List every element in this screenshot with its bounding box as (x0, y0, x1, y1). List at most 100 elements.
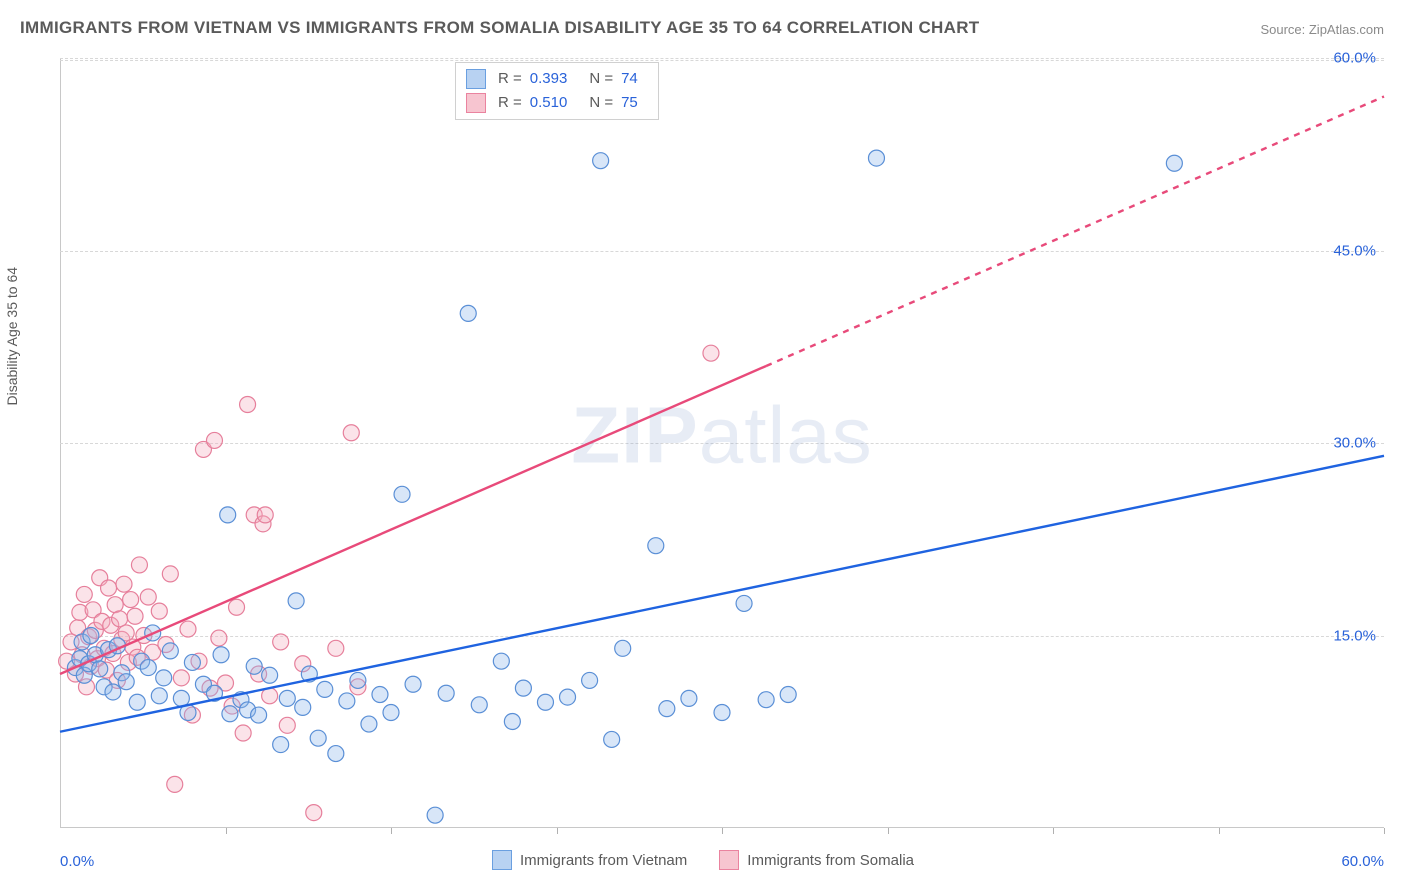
data-point (295, 699, 311, 715)
data-point (162, 643, 178, 659)
data-point (343, 425, 359, 441)
data-point (118, 674, 134, 690)
data-point (257, 507, 273, 523)
data-point (206, 432, 222, 448)
y-tick-label: 30.0% (1333, 435, 1376, 452)
x-tick (1219, 828, 1220, 834)
data-point (273, 634, 289, 650)
x-tick (722, 828, 723, 834)
data-point (681, 690, 697, 706)
n-label: N = (589, 91, 613, 115)
n-label: N = (589, 67, 613, 91)
y-tick-label: 60.0% (1333, 50, 1376, 67)
data-point (361, 716, 377, 732)
data-point (659, 701, 675, 717)
data-point (736, 595, 752, 611)
data-point (76, 586, 92, 602)
source-value: ZipAtlas.com (1309, 22, 1384, 37)
data-point (129, 694, 145, 710)
data-point (405, 676, 421, 692)
data-point (615, 640, 631, 656)
x-tick (1384, 828, 1385, 834)
data-point (328, 640, 344, 656)
data-point (460, 305, 476, 321)
chart-title: IMMIGRANTS FROM VIETNAM VS IMMIGRANTS FR… (20, 18, 979, 38)
legend-row-somalia: R = 0.510 N = 75 (466, 91, 648, 115)
data-point (372, 687, 388, 703)
data-point (648, 538, 664, 554)
data-point (173, 670, 189, 686)
data-point (582, 672, 598, 688)
x-axis-min-label: 0.0% (60, 853, 94, 870)
swatch-vietnam (466, 69, 486, 89)
data-point (213, 647, 229, 663)
trend-line (60, 366, 766, 674)
data-point (131, 557, 147, 573)
data-point (279, 690, 295, 706)
data-point (339, 693, 355, 709)
data-point (140, 660, 156, 676)
data-point (310, 730, 326, 746)
data-point (222, 706, 238, 722)
data-point (279, 717, 295, 733)
data-point (471, 697, 487, 713)
x-axis-max-label: 60.0% (1341, 853, 1384, 870)
plot-area: ZIPatlas 15.0%30.0%45.0%60.0% (60, 58, 1384, 828)
data-point (515, 680, 531, 696)
legend-label-vietnam: Immigrants from Vietnam (520, 852, 687, 869)
source-label: Source: (1260, 22, 1308, 37)
data-point (240, 397, 256, 413)
x-tick (888, 828, 889, 834)
data-point (123, 592, 139, 608)
data-point (306, 805, 322, 821)
data-point (288, 593, 304, 609)
data-point (156, 670, 172, 686)
x-tick (391, 828, 392, 834)
data-point (92, 661, 108, 677)
y-tick-label: 15.0% (1333, 627, 1376, 644)
x-tick (557, 828, 558, 834)
data-point (383, 705, 399, 721)
data-point (593, 153, 609, 169)
data-point (273, 737, 289, 753)
data-point (537, 694, 553, 710)
data-point (105, 684, 121, 700)
data-point (151, 688, 167, 704)
source-attribution: Source: ZipAtlas.com (1260, 22, 1384, 37)
data-point (140, 589, 156, 605)
swatch-somalia (466, 93, 486, 113)
r-value-vietnam: 0.393 (530, 67, 568, 91)
data-point (504, 713, 520, 729)
data-point (758, 692, 774, 708)
data-point (101, 580, 117, 596)
data-point (604, 731, 620, 747)
n-value-somalia: 75 (621, 91, 638, 115)
data-point (868, 150, 884, 166)
data-point (184, 654, 200, 670)
legend-label-somalia: Immigrants from Somalia (747, 852, 914, 869)
data-point (251, 707, 267, 723)
data-point (211, 630, 227, 646)
y-axis-label: Disability Age 35 to 64 (4, 267, 20, 406)
data-point (714, 705, 730, 721)
data-point (235, 725, 251, 741)
data-point (167, 776, 183, 792)
chart-container: IMMIGRANTS FROM VIETNAM VS IMMIGRANTS FR… (0, 0, 1406, 892)
data-point (83, 628, 99, 644)
trend-line (766, 97, 1384, 367)
legend-row-vietnam: R = 0.393 N = 74 (466, 67, 648, 91)
data-point (703, 345, 719, 361)
x-tick (226, 828, 227, 834)
swatch-somalia-bottom (719, 850, 739, 870)
data-point (438, 685, 454, 701)
data-point (328, 746, 344, 762)
data-point (162, 566, 178, 582)
data-point (350, 672, 366, 688)
series-legend: Immigrants from Vietnam Immigrants from … (492, 850, 914, 870)
x-tick (1053, 828, 1054, 834)
scatter-svg (60, 58, 1384, 828)
data-point (780, 687, 796, 703)
data-point (127, 608, 143, 624)
correlation-legend: R = 0.393 N = 74 R = 0.510 N = 75 (455, 62, 659, 120)
r-value-somalia: 0.510 (530, 91, 568, 115)
